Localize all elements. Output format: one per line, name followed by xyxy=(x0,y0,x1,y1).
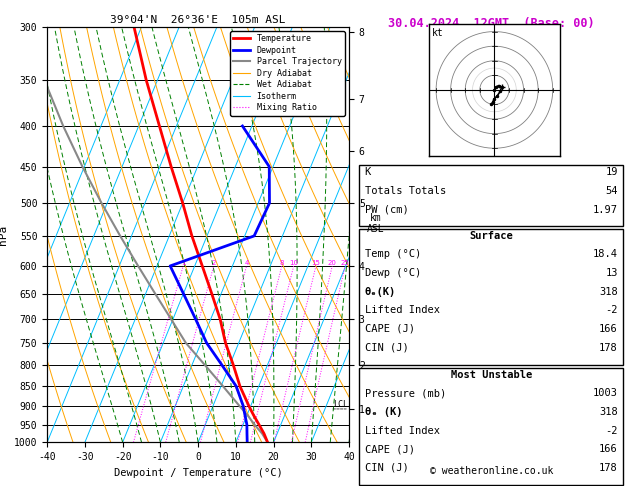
Text: 4: 4 xyxy=(245,260,248,266)
Text: CAPE (J): CAPE (J) xyxy=(365,444,415,454)
Text: LCL: LCL xyxy=(333,400,348,409)
Y-axis label: km
ASL: km ASL xyxy=(367,213,384,235)
Text: 19: 19 xyxy=(605,167,618,177)
Text: © weatheronline.co.uk: © weatheronline.co.uk xyxy=(430,467,553,476)
Text: 178: 178 xyxy=(599,463,618,473)
Text: 10: 10 xyxy=(289,260,298,266)
Text: Lifted Index: Lifted Index xyxy=(365,426,440,435)
Text: Pressure (mb): Pressure (mb) xyxy=(365,388,446,399)
Text: Totals Totals: Totals Totals xyxy=(365,186,446,196)
X-axis label: Dewpoint / Temperature (°C): Dewpoint / Temperature (°C) xyxy=(114,468,282,478)
Title: 39°04'N  26°36'E  105m ASL: 39°04'N 26°36'E 105m ASL xyxy=(110,15,286,25)
Text: 318: 318 xyxy=(599,407,618,417)
Text: 318: 318 xyxy=(599,287,618,296)
Text: 1: 1 xyxy=(181,260,186,266)
Text: 18.4: 18.4 xyxy=(593,249,618,260)
Text: 178: 178 xyxy=(599,343,618,353)
Text: 1.97: 1.97 xyxy=(593,205,618,214)
Text: Surface: Surface xyxy=(469,231,513,241)
Text: K: K xyxy=(365,167,371,177)
Text: Most Unstable: Most Unstable xyxy=(450,370,532,380)
Text: 15: 15 xyxy=(311,260,320,266)
Text: kt: kt xyxy=(431,28,443,38)
Text: Temp (°C): Temp (°C) xyxy=(365,249,421,260)
Text: 1003: 1003 xyxy=(593,388,618,399)
Legend: Temperature, Dewpoint, Parcel Trajectory, Dry Adiabat, Wet Adiabat, Isotherm, Mi: Temperature, Dewpoint, Parcel Trajectory… xyxy=(230,31,345,116)
Y-axis label: hPa: hPa xyxy=(0,225,8,244)
Text: CAPE (J): CAPE (J) xyxy=(365,324,415,334)
Text: 166: 166 xyxy=(599,444,618,454)
Text: θₑ(K): θₑ(K) xyxy=(365,287,396,296)
Text: Dewp (°C): Dewp (°C) xyxy=(365,268,421,278)
Text: 54: 54 xyxy=(605,186,618,196)
Bar xyxy=(359,165,623,226)
Text: 166: 166 xyxy=(599,324,618,334)
Text: 20: 20 xyxy=(328,260,337,266)
Text: -2: -2 xyxy=(605,305,618,315)
Text: 25: 25 xyxy=(341,260,350,266)
Bar xyxy=(359,229,623,364)
Text: 13: 13 xyxy=(605,268,618,278)
Text: -2: -2 xyxy=(605,426,618,435)
Text: Lifted Index: Lifted Index xyxy=(365,305,440,315)
Text: CIN (J): CIN (J) xyxy=(365,463,408,473)
Text: CIN (J): CIN (J) xyxy=(365,343,408,353)
Text: 30.04.2024  12GMT  (Base: 00): 30.04.2024 12GMT (Base: 00) xyxy=(388,17,594,30)
Text: PW (cm): PW (cm) xyxy=(365,205,408,214)
Text: 8: 8 xyxy=(279,260,284,266)
Bar xyxy=(359,368,623,485)
Text: 2: 2 xyxy=(211,260,216,266)
Text: θₑ (K): θₑ (K) xyxy=(365,407,402,417)
